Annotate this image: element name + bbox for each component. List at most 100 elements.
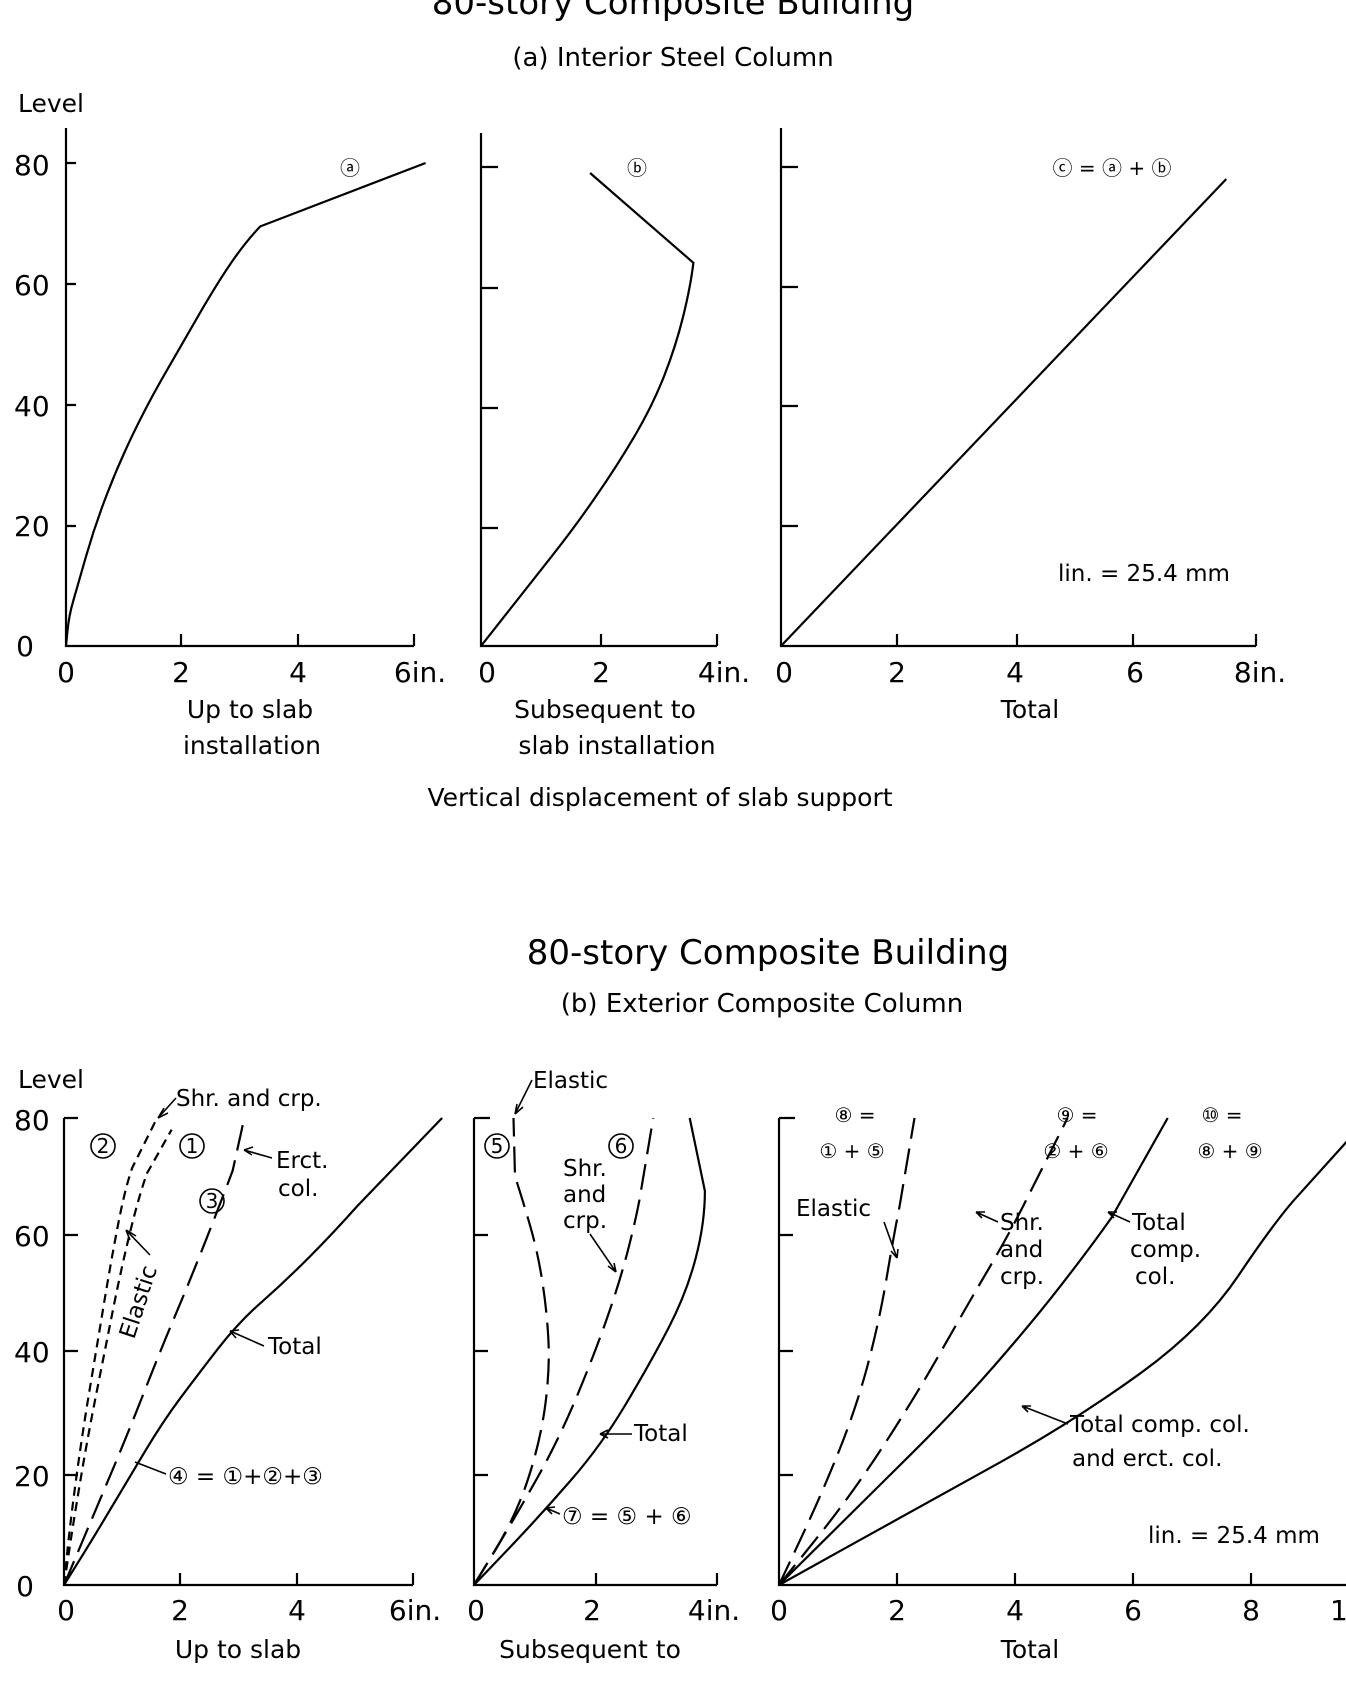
- annotation-crp-b2: crp.: [563, 1208, 607, 1234]
- xtick-a1-0: 0: [57, 656, 75, 689]
- common-xlabel-a: Vertical displacement of slab support: [427, 783, 892, 812]
- annotation-and-b3: and: [1000, 1237, 1043, 1263]
- leader-total-b2: [599, 1429, 632, 1439]
- conversion-note-b: lin. = 25.4 mm: [1148, 1523, 1320, 1549]
- annotation-col: col.: [278, 1176, 318, 1202]
- panel-a2: 0 2 4in. Subsequent to slab installation…: [478, 133, 750, 760]
- series-4-line: [63, 1117, 443, 1586]
- axes-a1: [64, 128, 416, 648]
- circle-6: [608, 1133, 634, 1159]
- xtick-b2-4: 4in.: [688, 1594, 740, 1627]
- xtick-b3-6: 6: [1124, 1594, 1142, 1627]
- panel-b1: 0 2 4 6in. Up to slab 2 1 3 Shr. and crp…: [57, 1086, 443, 1664]
- annotation-total-b2: Total: [633, 1421, 688, 1447]
- annotation-2-plus-6: ② + ⑥: [1043, 1139, 1108, 1163]
- xtick-a2-2: 2: [592, 656, 610, 689]
- series-3-line: [62, 1117, 246, 1586]
- subtitle-a: (a) Interior Steel Column: [512, 43, 833, 73]
- panel-b2: 0 2 4in. Subsequent to 5 6 Elastic Shr. …: [467, 1068, 740, 1664]
- xtick-b1-4: 4: [288, 1594, 306, 1627]
- xtick-a3-8: 8in.: [1234, 656, 1286, 689]
- leader-total-comp-erct: [1021, 1405, 1069, 1425]
- xlabel-a2-line2: slab installation: [518, 731, 715, 760]
- circle-3: [199, 1188, 225, 1214]
- xtick-a1-6: 6in.: [394, 656, 446, 689]
- xtick-b2-0: 0: [467, 1594, 485, 1627]
- xtick-b1-0: 0: [57, 1594, 75, 1627]
- subtitle-b: (b) Exterior Composite Column: [561, 989, 963, 1019]
- xtick-b3-8: 8: [1242, 1594, 1260, 1627]
- annotation-comp-b3: comp.: [1130, 1237, 1201, 1263]
- xtick-a3-6: 6: [1126, 656, 1144, 689]
- leader-elastic: [125, 1229, 151, 1256]
- label-c: ⓒ = ⓐ + ⓑ: [1053, 156, 1172, 180]
- xlabel-a3: Total: [1000, 695, 1059, 724]
- panel-a1: 0 2 4 6in. Up to slab installation ⓐ: [57, 128, 446, 760]
- leader-total-b3: [1107, 1211, 1131, 1223]
- annotation-shr-b2: Shr.: [563, 1156, 607, 1182]
- xlabel-a1-line1: Up to slab: [187, 695, 313, 724]
- annotation-col-b3: col.: [1135, 1264, 1175, 1290]
- leader-elastic-b3: [883, 1221, 899, 1259]
- annotation-total-b1: Total: [267, 1334, 322, 1360]
- xtick-a2-0: 0: [478, 656, 496, 689]
- panel-a3: 0 2 4 6 8in. Total ⓒ = ⓐ + ⓑ lin. = 25.4…: [775, 128, 1286, 724]
- title-a: 80-story Composite Building: [432, 0, 914, 23]
- ylabel-a: Level: [18, 89, 84, 118]
- axes-b1: [62, 1116, 415, 1587]
- annotation-crp-b3: crp.: [1000, 1264, 1044, 1290]
- xtick-b3-4: 4: [1006, 1594, 1024, 1627]
- annotation-sum-7: ⑦ = ⑤ + ⑥: [562, 1504, 692, 1530]
- xlabel-b2: Subsequent to: [499, 1635, 681, 1664]
- label-a: ⓐ: [340, 156, 360, 180]
- xtick-a3-0: 0: [775, 656, 793, 689]
- leader-elastic-b2: [514, 1079, 533, 1115]
- annotation-elastic-b2: Elastic: [533, 1068, 608, 1094]
- series-c-line: [780, 178, 1228, 647]
- annotation-and-b2: and: [563, 1182, 606, 1208]
- xlabel-b3: Total: [1000, 1635, 1059, 1664]
- annotation-total-comp-erct: Total comp. col.: [1069, 1412, 1250, 1438]
- leader-sum-7: [545, 1506, 561, 1515]
- xtick-b1-2: 2: [171, 1594, 189, 1627]
- leader-shr-crp: [157, 1097, 177, 1119]
- xlabel-a1-line2: installation: [183, 731, 321, 760]
- xtick-a3-4: 4: [1006, 656, 1024, 689]
- annotation-9-eq: ⑨ =: [1056, 1103, 1097, 1127]
- xtick-b3-2: 2: [888, 1594, 906, 1627]
- panel-b3: 0 2 4 6 8 10 Total ⑧ = ① + ⑤ ⑨ = ② + ⑥ ⑩…: [770, 1103, 1346, 1664]
- annotation-sum-4: ④ = ①+②+③: [168, 1464, 323, 1490]
- leader-shr-b3: [975, 1211, 999, 1223]
- conversion-note-a: lin. = 25.4 mm: [1058, 561, 1230, 587]
- xlabel-a2-line1: Subsequent to: [514, 695, 696, 724]
- circle-3-label: 3: [206, 1189, 219, 1213]
- ytick-a-0: 0: [16, 630, 34, 663]
- series-a-line: [64, 161, 426, 647]
- series-1-line: [62, 1129, 173, 1586]
- annotation-shr-crp: Shr. and crp.: [176, 1086, 322, 1112]
- xtick-b2-2: 2: [583, 1594, 601, 1627]
- annotation-8-eq: ⑧ =: [834, 1103, 875, 1127]
- xtick-a1-2: 2: [172, 656, 190, 689]
- series-9-line: [778, 1117, 1069, 1586]
- ytick-a-20: 20: [14, 510, 50, 543]
- label-b: ⓑ: [627, 156, 647, 180]
- title-b: 80-story Composite Building: [527, 933, 1009, 973]
- series-total-comp-col-line: [778, 1117, 1169, 1586]
- xtick-a3-2: 2: [888, 656, 906, 689]
- ytick-a-80: 80: [14, 149, 50, 182]
- ytick-a-60: 60: [14, 269, 50, 302]
- annotation-10-eq: ⑩ =: [1201, 1103, 1242, 1127]
- xtick-a1-4: 4: [289, 656, 307, 689]
- ytick-a-40: 40: [14, 390, 50, 423]
- axes-b3: [777, 1116, 1346, 1587]
- ytick-b-20: 20: [14, 1460, 50, 1493]
- axes-a2: [479, 133, 719, 648]
- series-6-line: [473, 1117, 655, 1586]
- circle-1: [179, 1133, 205, 1159]
- annotation-erct: Erct.: [276, 1148, 328, 1174]
- circle-5-label: 5: [491, 1134, 504, 1158]
- ytick-b-80: 80: [14, 1104, 50, 1137]
